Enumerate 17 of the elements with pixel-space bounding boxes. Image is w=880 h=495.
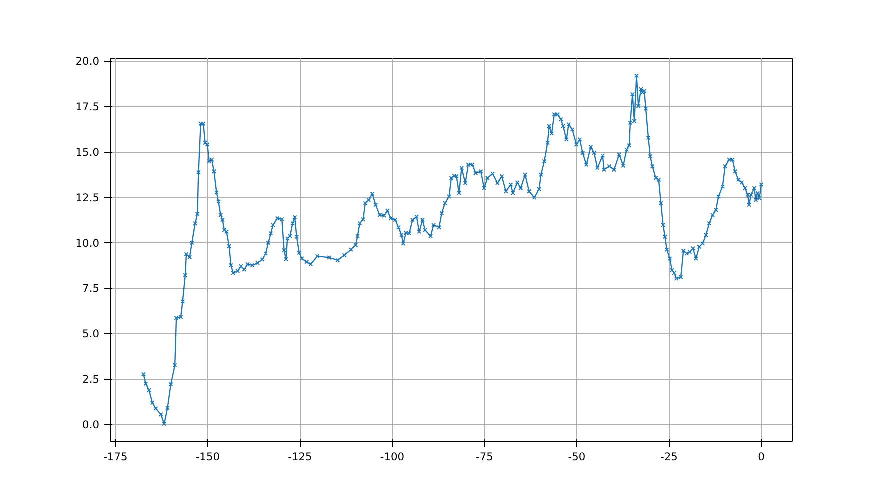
y-tick-label: 20.0 — [76, 55, 100, 68]
y-tick-label: 12.5 — [76, 191, 100, 204]
y-tick-label: 5.0 — [82, 328, 100, 341]
x-tick-label: -125 — [288, 450, 312, 464]
x-tick-label: -75 — [476, 450, 494, 464]
x-tick-label: -100 — [380, 450, 405, 464]
y-tick-label: 15.0 — [76, 146, 100, 160]
y-tick-label: 0.0 — [82, 418, 100, 432]
x-tick-label: -150 — [196, 450, 220, 464]
y-tick-label: 10.0 — [76, 236, 100, 250]
y-tick-label: 17.5 — [76, 100, 100, 114]
y-tick-label: 2.5 — [82, 373, 100, 386]
x-tick-label: 0 — [758, 450, 766, 464]
x-tick-label: -50 — [568, 450, 586, 464]
y-tick-label: 7.5 — [82, 282, 100, 296]
x-tick-label: -25 — [660, 450, 678, 464]
x-tick-label: -175 — [104, 450, 128, 464]
